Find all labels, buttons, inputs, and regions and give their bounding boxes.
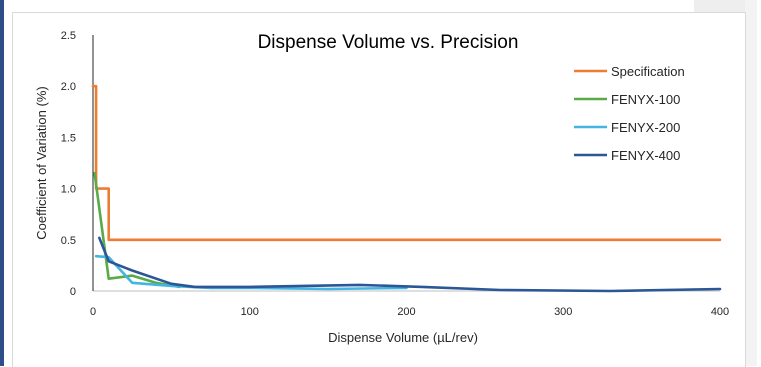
x-tick-label: 300 bbox=[554, 306, 572, 318]
series-line-specification bbox=[91, 84, 722, 242]
series-line-fenyx-100 bbox=[93, 171, 181, 289]
y-axis-title: Coefficient of Variation (%) bbox=[34, 86, 49, 239]
side-panel-edge bbox=[757, 0, 761, 366]
series-layer bbox=[91, 84, 722, 293]
x-tick-labels: 0 100 200 300 400 bbox=[90, 306, 729, 318]
y-tick-label: 0 bbox=[70, 286, 76, 298]
x-axis-title: Dispense Volume (µL/rev) bbox=[328, 330, 478, 345]
chart-frame bbox=[12, 12, 746, 367]
y-tick-label: 2.5 bbox=[61, 30, 76, 42]
legend: Specification FENYX-100 FENYX-200 FENYX-400 bbox=[574, 64, 685, 163]
chart-title: Dispense Volume vs. Precision bbox=[258, 32, 519, 53]
y-tick-label: 0.5 bbox=[61, 235, 76, 247]
x-tick-label: 100 bbox=[241, 306, 259, 318]
legend-label-fenyx-400: FENYX-400 bbox=[611, 148, 680, 163]
y-tick-label: 1.0 bbox=[61, 184, 76, 196]
legend-label-fenyx-200: FENYX-200 bbox=[611, 120, 680, 135]
x-tick-label: 200 bbox=[397, 306, 415, 318]
accent-bar bbox=[0, 0, 4, 366]
x-tick-label: 0 bbox=[90, 306, 96, 318]
side-panel-shade bbox=[694, 0, 745, 12]
x-tick-label: 400 bbox=[711, 306, 729, 318]
y-tick-label: 2.0 bbox=[61, 81, 76, 93]
series-line-fenyx-400 bbox=[98, 236, 722, 293]
y-tick-labels: 0 0.5 1.0 1.5 2.0 2.5 bbox=[61, 30, 76, 298]
legend-label-specification: Specification bbox=[611, 64, 685, 79]
y-tick-label: 1.5 bbox=[61, 132, 76, 144]
legend-label-fenyx-100: FENYX-100 bbox=[611, 92, 680, 107]
